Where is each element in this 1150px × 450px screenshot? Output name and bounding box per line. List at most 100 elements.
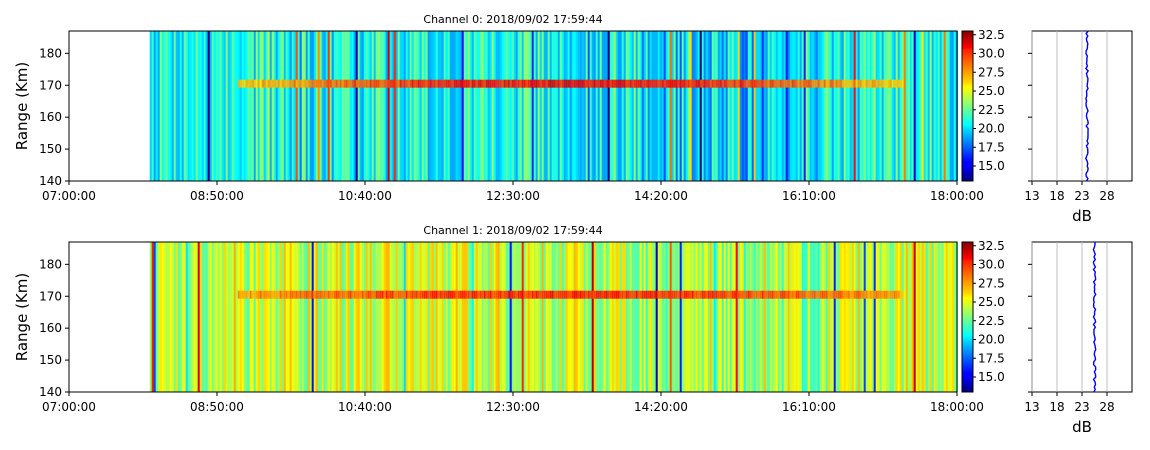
echo-layer-segment — [635, 79, 638, 88]
echo-layer-segment — [451, 79, 454, 88]
heatmap-column — [499, 31, 502, 181]
echo-layer-segment — [831, 290, 834, 299]
echo-layer-segment — [743, 79, 746, 88]
heatmap-column — [889, 242, 892, 392]
echo-layer-segment — [611, 290, 614, 299]
echo-layer-segment — [439, 79, 442, 88]
echo-layer-segment — [383, 79, 386, 88]
heatmap-column — [665, 31, 668, 181]
heatmap-column — [725, 31, 728, 181]
heatmap-column — [383, 242, 386, 392]
heatmap-column — [439, 242, 442, 392]
heatmap-column — [561, 242, 564, 392]
heatmap-column — [271, 242, 274, 392]
echo-layer-segment — [269, 79, 272, 88]
heatmap-column — [175, 242, 178, 392]
heatmap-column — [807, 242, 810, 392]
echo-layer-segment — [841, 79, 844, 88]
heatmap-column — [525, 242, 528, 392]
echo-layer-segment — [771, 290, 774, 299]
echo-layer-segment — [483, 79, 486, 88]
echo-layer-segment — [483, 290, 486, 299]
heatmap-column — [821, 31, 824, 181]
heatmap-column — [625, 31, 628, 181]
echo-layer-segment — [869, 79, 872, 88]
heatmap-column — [487, 31, 490, 181]
heatmap-column — [155, 242, 158, 392]
heatmap-column — [527, 31, 530, 181]
channel-1-profile-line — [1092, 241, 1097, 393]
heatmap-column — [701, 242, 704, 392]
heatmap-column — [711, 31, 714, 181]
echo-layer-segment — [271, 290, 274, 299]
echo-layer-segment — [797, 79, 800, 88]
heatmap-column — [431, 31, 434, 181]
heatmap-column — [523, 31, 526, 181]
x-tick-label: 10:40:00 — [338, 189, 392, 203]
channel-0-colorbar — [962, 31, 973, 181]
heatmap-column — [805, 242, 808, 392]
echo-layer-segment — [361, 290, 364, 299]
heatmap-column — [907, 242, 910, 392]
echo-layer-segment — [563, 79, 566, 88]
echo-layer-segment — [391, 79, 394, 88]
heatmap-column — [851, 31, 854, 181]
heatmap-column — [433, 31, 436, 181]
echo-layer-segment — [669, 79, 672, 88]
echo-layer-segment — [295, 79, 298, 88]
heatmap-column — [159, 242, 162, 392]
echo-layer-segment — [259, 79, 262, 88]
echo-layer-segment — [877, 290, 880, 299]
heatmap-column — [753, 31, 756, 181]
heatmap-column — [877, 31, 880, 181]
heatmap-column — [575, 242, 578, 392]
echo-layer-segment — [453, 290, 456, 299]
echo-layer-segment — [577, 79, 580, 88]
echo-layer-segment — [293, 79, 296, 88]
heatmap-column — [181, 242, 184, 392]
heatmap-column — [429, 242, 432, 392]
echo-layer-segment — [313, 290, 316, 299]
heatmap-column — [247, 242, 250, 392]
heatmap-column — [601, 31, 604, 181]
echo-layer-segment — [609, 290, 612, 299]
echo-layer-segment — [305, 79, 308, 88]
echo-layer-segment — [399, 79, 402, 88]
echo-layer-segment — [445, 290, 448, 299]
echo-layer-segment — [775, 290, 778, 299]
echo-layer-segment — [601, 290, 604, 299]
echo-layer-segment — [599, 290, 602, 299]
echo-layer-segment — [403, 290, 406, 299]
heatmap-column — [697, 31, 700, 181]
heatmap-column — [343, 31, 346, 181]
heatmap-column — [201, 242, 204, 392]
y-tick-label: 140 — [39, 385, 62, 399]
echo-layer-segment — [255, 290, 258, 299]
heatmap-column — [715, 31, 718, 181]
echo-layer-segment — [567, 290, 570, 299]
echo-layer-segment — [351, 79, 354, 88]
echo-layer-segment — [619, 290, 622, 299]
echo-layer-segment — [449, 290, 452, 299]
heatmap-column — [735, 242, 738, 392]
echo-layer-segment — [807, 79, 810, 88]
heatmap-column — [763, 31, 766, 181]
heatmap-column — [149, 242, 152, 392]
heatmap-column — [695, 242, 698, 392]
echo-layer-segment — [841, 290, 844, 299]
echo-layer-segment — [513, 79, 516, 88]
heatmap-column — [847, 242, 850, 392]
heatmap-column — [713, 242, 716, 392]
heatmap-column — [649, 31, 652, 181]
heatmap-column — [845, 242, 848, 392]
echo-layer-segment — [591, 290, 594, 299]
heatmap-column — [873, 242, 876, 392]
heatmap-column — [831, 31, 834, 181]
echo-layer-segment — [707, 79, 710, 88]
heatmap-column — [185, 31, 188, 181]
heatmap-column — [371, 242, 374, 392]
heatmap-column — [509, 31, 512, 181]
heatmap-column — [795, 31, 798, 181]
echo-layer-segment — [269, 290, 272, 299]
echo-layer-segment — [277, 290, 280, 299]
